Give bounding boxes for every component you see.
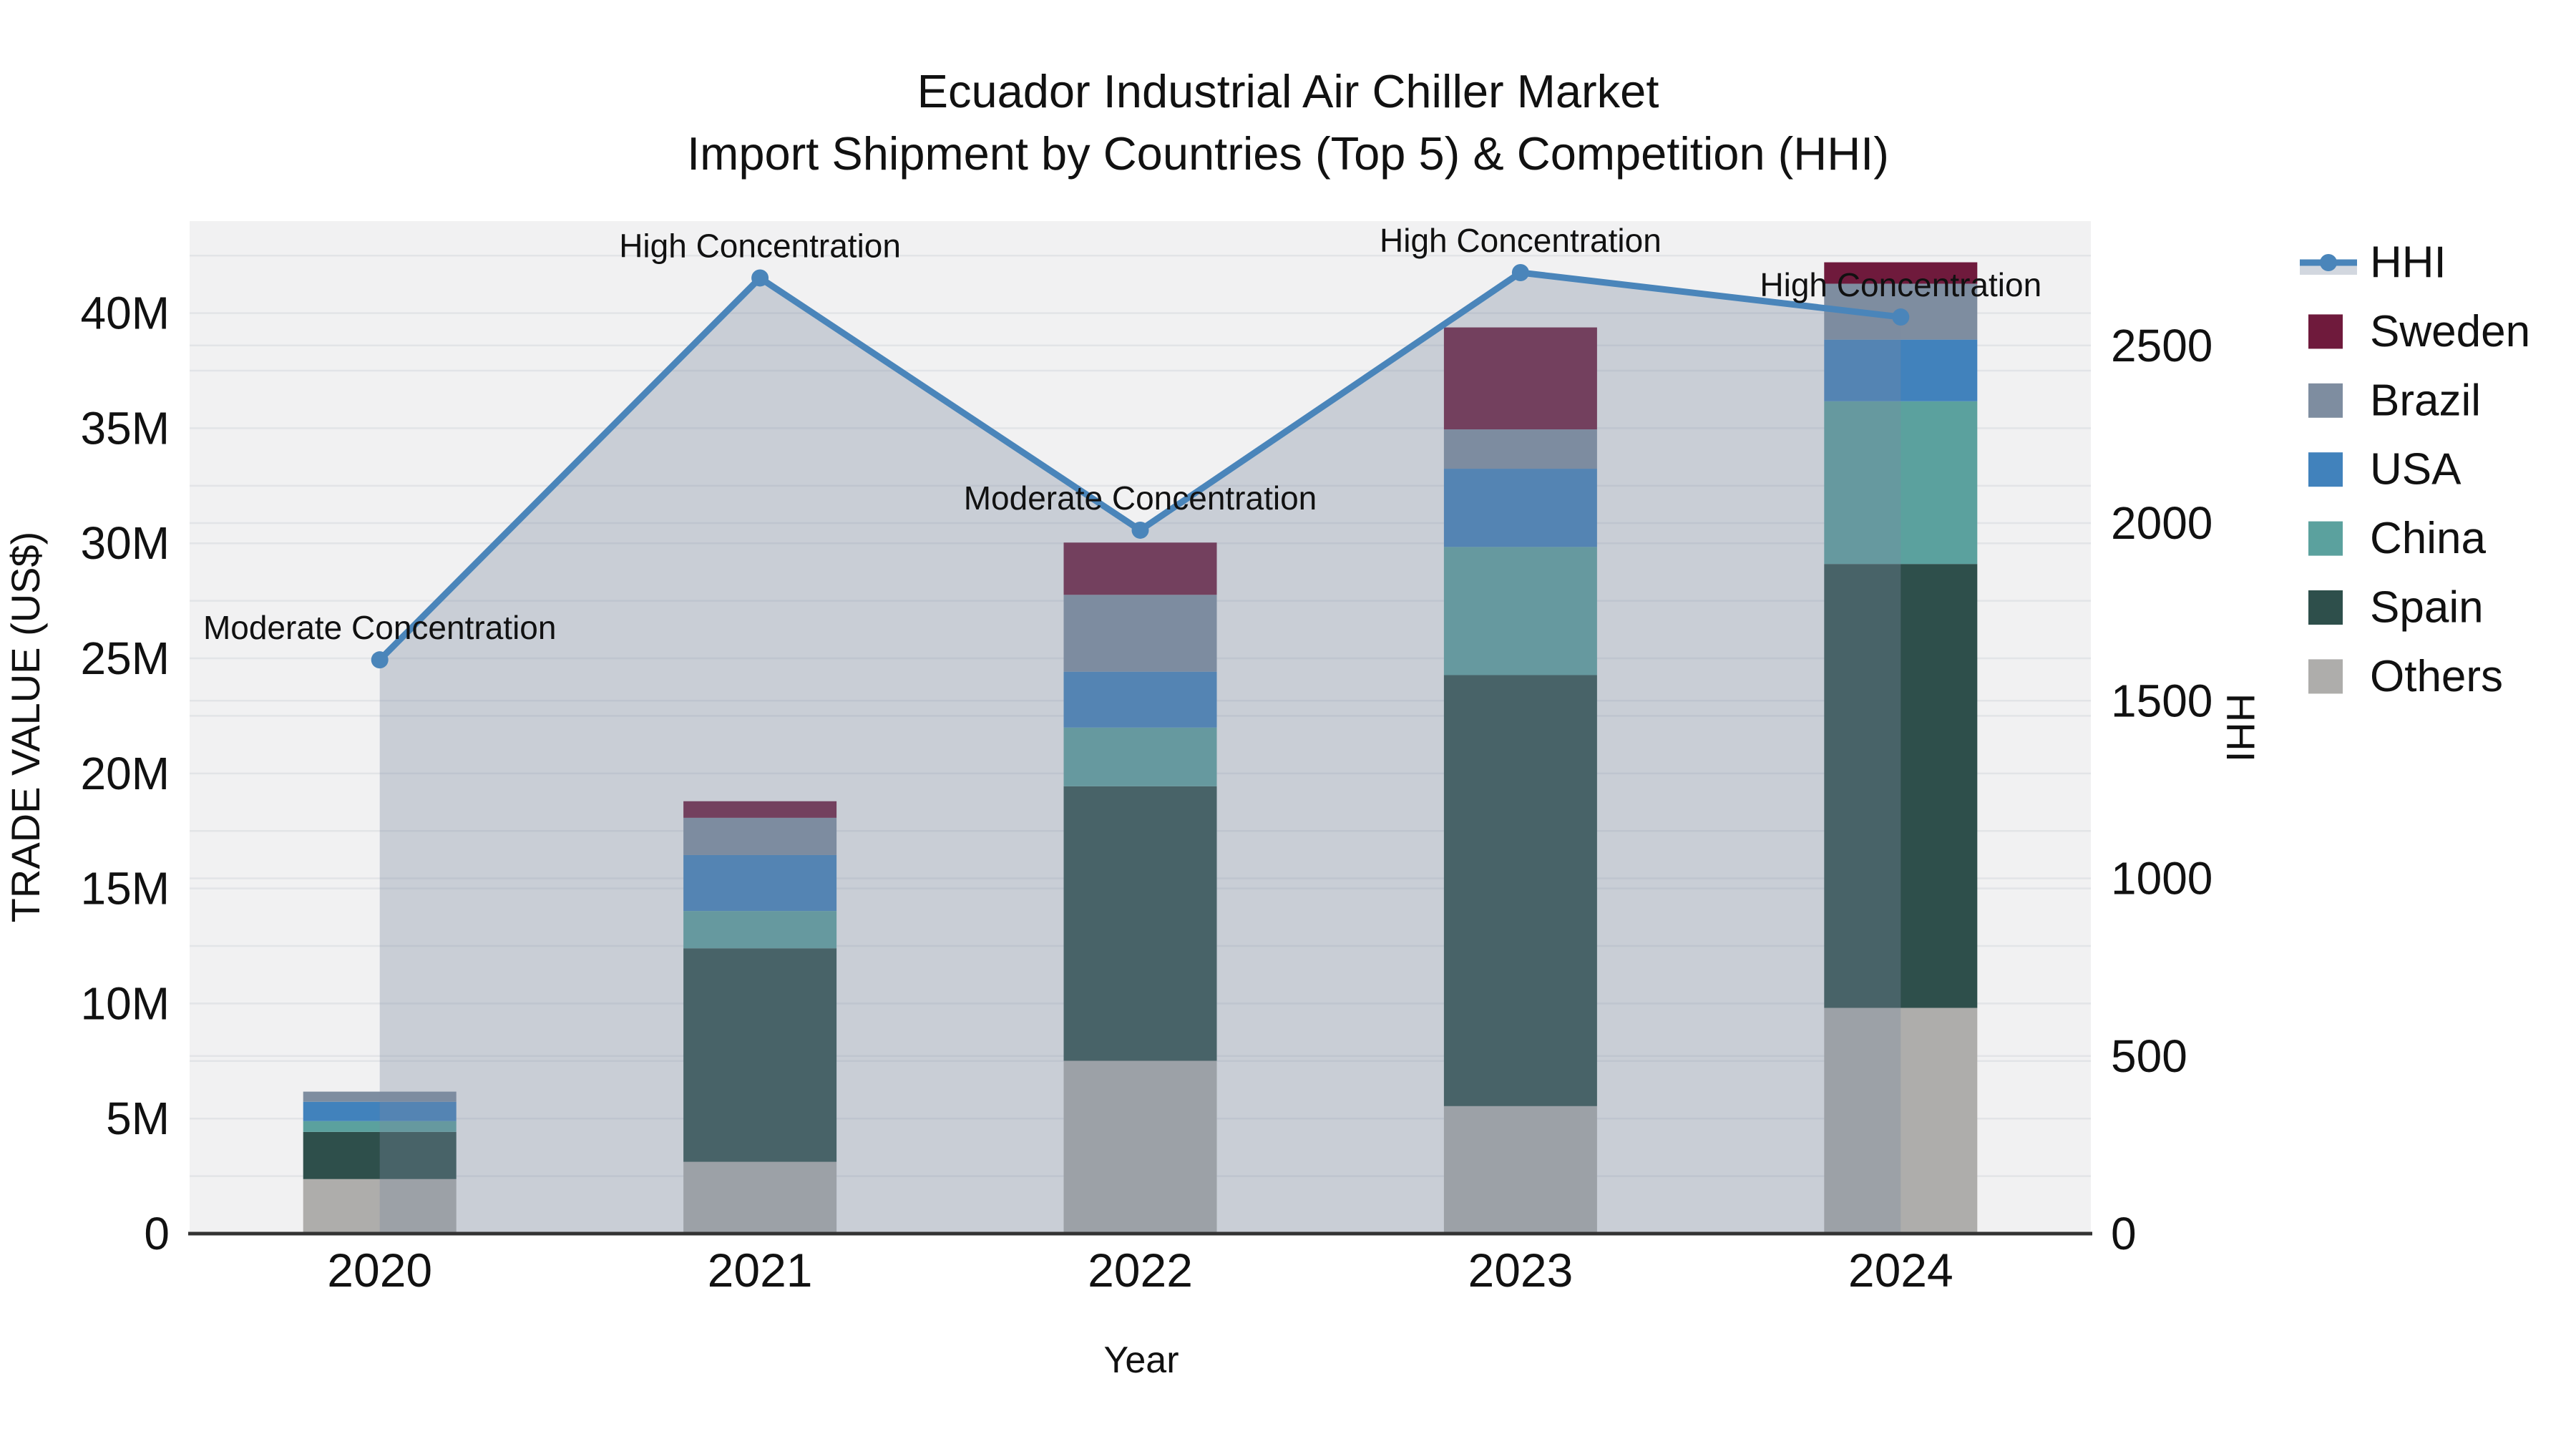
y-left-tick-15: 15M [81,863,170,914]
bar-segment-2023-others [1443,1106,1597,1234]
bar-segment-2024-others [1824,1008,1978,1234]
y-left-axis-title: TRADE VALUE (US$) [3,532,48,923]
hhi-marker-2021 [751,269,769,287]
y-left-tick-10: 10M [81,977,170,1029]
bar-segment-2020-brazil [303,1091,457,1102]
hhi-area-fill-group [379,272,1901,1234]
legend-swatch-spain [2308,590,2343,625]
legend-label-brazil: Brazil [2370,376,2481,425]
y-right-axis-title: HHI [2218,693,2263,762]
bar-segment-2020-usa [303,1101,457,1121]
y-left-tick-35: 35M [81,402,170,454]
legend-group: HHI Sweden Brazil USA China Spain Others [2300,238,2530,701]
x-axis-title: Year [1103,1340,1179,1381]
y-right-tick-0: 0 [2111,1208,2137,1259]
legend-item-spain: Spain [2308,583,2484,633]
hhi-marker-2024 [1892,308,1910,326]
legend-hhi-marker-sample [2320,254,2337,271]
legend-label-sweden: Sweden [2370,307,2530,356]
bar-segment-2023-spain [1443,675,1597,1106]
bar-segment-2022-brazil [1063,595,1217,672]
legend-swatch-usa [2308,452,2343,487]
y-left-tick-40: 40M [81,288,170,339]
bar-segment-2020-others [303,1179,457,1234]
y-right-tick-1500: 1500 [2111,675,2212,726]
hhi-marker-2023 [1511,263,1529,281]
legend-swatch-others [2308,659,2343,694]
legend-swatch-sweden [2308,314,2343,349]
y-left-tick-30: 30M [81,517,170,569]
bar-segment-2024-sweden [1824,262,1978,284]
annotation-2021: High Concentration [619,227,901,264]
legend-item-others: Others [2308,652,2503,701]
annotations-group: Moderate Concentration High Concentration… [203,222,2041,646]
annotation-2024: High Concentration [1760,266,2041,303]
bar-segment-2020-china [303,1121,457,1132]
legend-item-china: China [2308,514,2487,563]
y-right-tick-500: 500 [2111,1030,2187,1082]
legend-swatch-brazil [2308,383,2343,418]
legend-item-usa: USA [2308,445,2462,494]
legend-item-brazil: Brazil [2308,376,2481,425]
bar-segment-2023-china [1443,547,1597,675]
hhi-area-fill [379,272,1901,1234]
annotation-2022: Moderate Concentration [964,479,1317,517]
bar-segment-2022-china [1063,727,1217,786]
y-right-tick-2500: 2500 [2111,320,2212,371]
legend-label-others: Others [2370,652,2503,701]
y-left-tick-0: 0 [144,1208,170,1259]
x-tick-2021: 2021 [708,1244,813,1297]
legend-label-usa: USA [2370,445,2462,494]
bar-segment-2024-usa [1824,339,1978,401]
y-left-tick-25: 25M [81,633,170,684]
bar-segment-2021-sweden [683,801,837,818]
legend-swatch-china [2308,521,2343,556]
x-tick-2023: 2023 [1468,1244,1573,1297]
bar-segment-2022-usa [1063,671,1217,728]
legend-label-spain: Spain [2370,583,2484,633]
hhi-line-group [371,263,1910,669]
legend-item-hhi: HHI [2300,238,2446,288]
hhi-marker-2020 [371,651,389,669]
y-right-tick-2000: 2000 [2111,497,2212,549]
hhi-marker-2022 [1131,521,1149,539]
chart-title-line2: Import Shipment by Countries (Top 5) & C… [687,127,1889,180]
legend-label-china: China [2370,514,2487,563]
bar-segment-2022-sweden [1063,542,1217,595]
y-right-tick-1000: 1000 [2111,853,2212,904]
x-tick-2022: 2022 [1088,1244,1193,1297]
x-tick-2024: 2024 [1848,1244,1953,1297]
bar-segment-2021-spain [683,948,837,1162]
legend-item-sweden: Sweden [2308,307,2530,356]
bar-segment-2022-others [1063,1060,1217,1234]
chart-title-line1: Ecuador Industrial Air Chiller Market [917,65,1659,117]
x-tick-2020: 2020 [327,1244,432,1297]
bar-segment-2021-brazil [683,817,837,855]
legend-label-hhi: HHI [2370,238,2446,288]
bar-segment-2024-china [1824,401,1978,565]
bar-segment-2024-spain [1824,564,1978,1008]
y-left-tick-20: 20M [81,748,170,799]
bar-segment-2020-spain [303,1131,457,1179]
bar-segment-2023-brazil [1443,429,1597,469]
bar-segment-2023-sweden [1443,327,1597,430]
bar-segment-2023-usa [1443,469,1597,547]
bar-segment-2021-china [683,911,837,949]
annotation-2020: Moderate Concentration [203,609,557,646]
y-left-tick-5: 5M [106,1093,170,1144]
bar-segment-2021-usa [683,854,837,912]
stacked-bars-group [303,262,1978,1234]
bar-segment-2021-others [683,1161,837,1234]
bar-segment-2022-spain [1063,786,1217,1061]
annotation-2023: High Concentration [1380,222,1662,259]
tick-labels-group: 0 5M 10M 15M 20M 25M 30M 35M 40M 0 500 1000 1500 2000… [81,288,2213,1297]
